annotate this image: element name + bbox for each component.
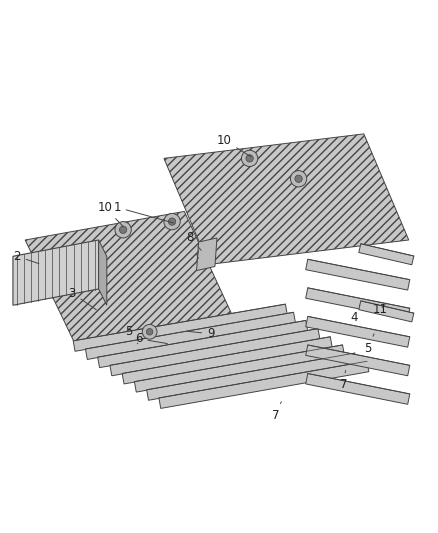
- Circle shape: [115, 222, 131, 238]
- Text: 1: 1: [113, 201, 173, 223]
- Circle shape: [164, 213, 180, 230]
- Text: 5: 5: [364, 334, 374, 354]
- Circle shape: [168, 218, 176, 225]
- Text: 6: 6: [135, 332, 167, 345]
- Polygon shape: [164, 134, 409, 264]
- Polygon shape: [306, 317, 410, 347]
- Circle shape: [290, 171, 307, 187]
- Text: 10: 10: [216, 133, 251, 157]
- Text: 5: 5: [126, 325, 138, 344]
- Text: 8: 8: [186, 231, 201, 250]
- Circle shape: [295, 175, 302, 182]
- Polygon shape: [306, 374, 410, 405]
- Text: 10: 10: [97, 201, 123, 227]
- Polygon shape: [306, 259, 410, 290]
- Polygon shape: [306, 345, 410, 376]
- Polygon shape: [306, 288, 410, 319]
- Polygon shape: [147, 353, 357, 400]
- Text: 9: 9: [187, 327, 215, 341]
- Polygon shape: [122, 337, 332, 384]
- Polygon shape: [359, 244, 414, 265]
- Polygon shape: [134, 345, 344, 392]
- Circle shape: [120, 226, 127, 233]
- Text: 11: 11: [373, 303, 388, 316]
- Polygon shape: [98, 320, 307, 368]
- Polygon shape: [159, 361, 369, 408]
- Polygon shape: [73, 304, 287, 351]
- Text: 7: 7: [340, 370, 347, 391]
- Polygon shape: [197, 238, 217, 271]
- Circle shape: [241, 150, 258, 166]
- Text: 3: 3: [68, 287, 96, 310]
- Polygon shape: [359, 301, 414, 322]
- Circle shape: [246, 155, 253, 162]
- Circle shape: [146, 328, 153, 335]
- Polygon shape: [13, 240, 99, 305]
- Polygon shape: [85, 312, 295, 359]
- Text: 4: 4: [350, 305, 360, 324]
- Text: 7: 7: [272, 402, 281, 422]
- Polygon shape: [25, 212, 233, 342]
- Polygon shape: [99, 240, 107, 305]
- Polygon shape: [110, 329, 320, 376]
- Circle shape: [142, 325, 157, 339]
- Text: 2: 2: [13, 250, 39, 264]
